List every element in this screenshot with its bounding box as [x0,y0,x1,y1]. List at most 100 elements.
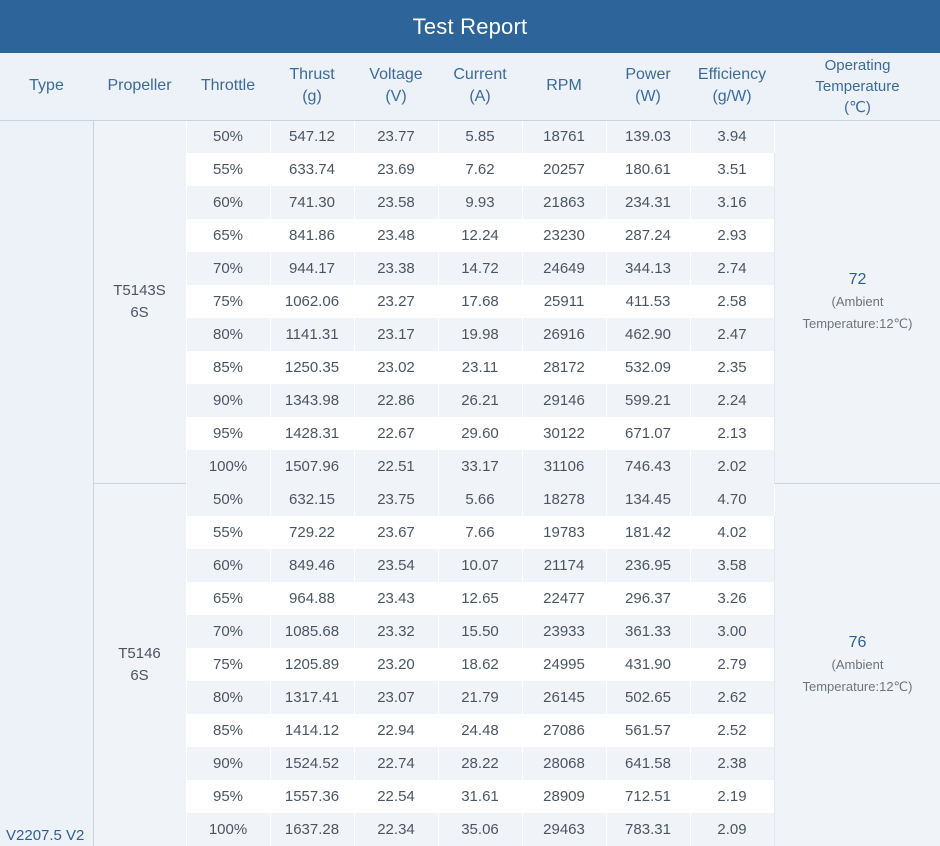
table-row: 100% 1637.28 22.34 35.06 29463 783.31 2.09 [0,813,940,846]
cell-rpm: 21863 [522,186,607,219]
cell-power: 783.31 [606,813,691,846]
ambient-temperature-note: (Ambient [831,656,884,672]
cell-current: 5.66 [438,483,523,516]
cell-rpm: 28068 [522,747,607,780]
header-propeller: Propeller [93,53,186,121]
cell-current: 5.85 [438,120,523,153]
cell-thrust: 1507.96 [270,450,355,483]
cell-power: 296.37 [606,582,691,615]
cell-rpm: 27086 [522,714,607,747]
cell-efficiency: 2.35 [690,351,775,384]
header-efficiency: Efficiency (g/W) [690,53,774,121]
cell-rpm: 29146 [522,384,607,417]
report-body: V2207.5 V2 T5143S 6S 50% 547.12 23.77 5.85 1876… [0,120,940,846]
cell-thrust: 1414.12 [270,714,355,747]
cell-efficiency: 4.70 [690,483,775,516]
cell-voltage: 23.67 [354,516,439,549]
cell-power: 462.90 [606,318,691,351]
cell-thrust: 1141.31 [270,318,355,351]
cell-voltage: 23.27 [354,285,439,318]
cell-power: 431.90 [606,648,691,681]
temperature-value: 76 [848,633,867,651]
cell-rpm: 22477 [522,582,607,615]
cell-thrust: 1557.36 [270,780,355,813]
cell-efficiency: 2.38 [690,747,775,780]
cell-throttle: 65% [186,582,271,615]
cell-current: 24.48 [438,714,523,747]
table-row: 75% 1205.89 23.20 18.62 24995 431.90 2.79 [0,648,940,681]
cell-thrust: 841.86 [270,219,355,252]
cell-voltage: 23.02 [354,351,439,384]
cell-current: 29.60 [438,417,523,450]
cell-efficiency: 2.58 [690,285,775,318]
cell-current: 21.79 [438,681,523,714]
table-row: T5146 6S 50% 632.15 23.75 5.66 18278 134.45 4.70… [0,482,940,846]
cell-current: 7.62 [438,153,523,186]
cell-efficiency: 2.24 [690,384,775,417]
cell-voltage: 23.69 [354,153,439,186]
cell-efficiency: 3.26 [690,582,775,615]
cell-rpm: 19783 [522,516,607,549]
report-title: Test Report [0,0,940,53]
header-throttle: Throttle [186,53,270,121]
cell-throttle: 50% [186,483,271,516]
table-row: 95% 1557.36 22.54 31.61 28909 712.51 2.19 [0,780,940,813]
cell-thrust: 1205.89 [270,648,355,681]
cell-voltage: 23.20 [354,648,439,681]
cell-current: 7.66 [438,516,523,549]
cell-voltage: 22.86 [354,384,439,417]
cell-thrust: 1428.31 [270,417,355,450]
cell-throttle: 95% [186,417,271,450]
cell-throttle: 100% [186,813,271,846]
table-row: 80% 1141.31 23.17 19.98 26916 462.90 2.47 [0,318,940,351]
cell-power: 671.07 [606,417,691,450]
header-rpm: RPM [522,53,606,121]
ambient-temperature-note: Temperature:12℃) [802,315,913,331]
cell-thrust: 632.15 [270,483,355,516]
cell-voltage: 23.75 [354,483,439,516]
cell-current: 31.61 [438,780,523,813]
table-row: V2207.5 V2 T5143S 6S 50% 547.12 23.77 5.85 1876… [0,120,940,846]
cell-efficiency: 2.09 [690,813,775,846]
table-row: 55% 729.22 23.67 7.66 19783 181.42 4.02 [0,516,940,549]
cell-rpm: 24995 [522,648,607,681]
cell-voltage: 22.74 [354,747,439,780]
cell-power: 599.21 [606,384,691,417]
operating-temperature: 72 (Ambient Temperature:12℃) [773,120,940,483]
cell-throttle: 85% [186,714,271,747]
cell-current: 33.17 [438,450,523,483]
propeller-name: T5146 6S [93,482,187,846]
cell-efficiency: 2.13 [690,417,775,450]
cell-current: 28.22 [438,747,523,780]
cell-voltage: 23.17 [354,318,439,351]
cell-rpm: 24649 [522,252,607,285]
table-row: 75% 1062.06 23.27 17.68 25911 411.53 2.58 [0,285,940,318]
propeller-name: T5143S 6S [93,120,187,483]
cell-voltage: 23.38 [354,252,439,285]
header-power: Power (W) [606,53,690,121]
cell-current: 9.93 [438,186,523,219]
cell-power: 134.45 [606,483,691,516]
cell-efficiency: 2.62 [690,681,775,714]
cell-throttle: 75% [186,285,271,318]
cell-power: 641.58 [606,747,691,780]
cell-thrust: 1637.28 [270,813,355,846]
cell-thrust: 944.17 [270,252,355,285]
cell-rpm: 23933 [522,615,607,648]
cell-thrust: 729.22 [270,516,355,549]
table-row: 90% 1524.52 22.74 28.22 28068 641.58 2.38 [0,747,940,780]
table-row: 70% 1085.68 23.32 15.50 23933 361.33 3.00 [0,615,940,648]
cell-throttle: 60% [186,186,271,219]
cell-power: 234.31 [606,186,691,219]
cell-throttle: 60% [186,549,271,582]
cell-thrust: 964.88 [270,582,355,615]
motor-type: V2207.5 V2 [0,120,94,846]
cell-voltage: 23.48 [354,219,439,252]
cell-voltage: 23.77 [354,120,439,153]
cell-current: 15.50 [438,615,523,648]
cell-power: 181.42 [606,516,691,549]
cell-throttle: 70% [186,252,271,285]
cell-current: 23.11 [438,351,523,384]
cell-throttle: 95% [186,780,271,813]
cell-rpm: 26145 [522,681,607,714]
